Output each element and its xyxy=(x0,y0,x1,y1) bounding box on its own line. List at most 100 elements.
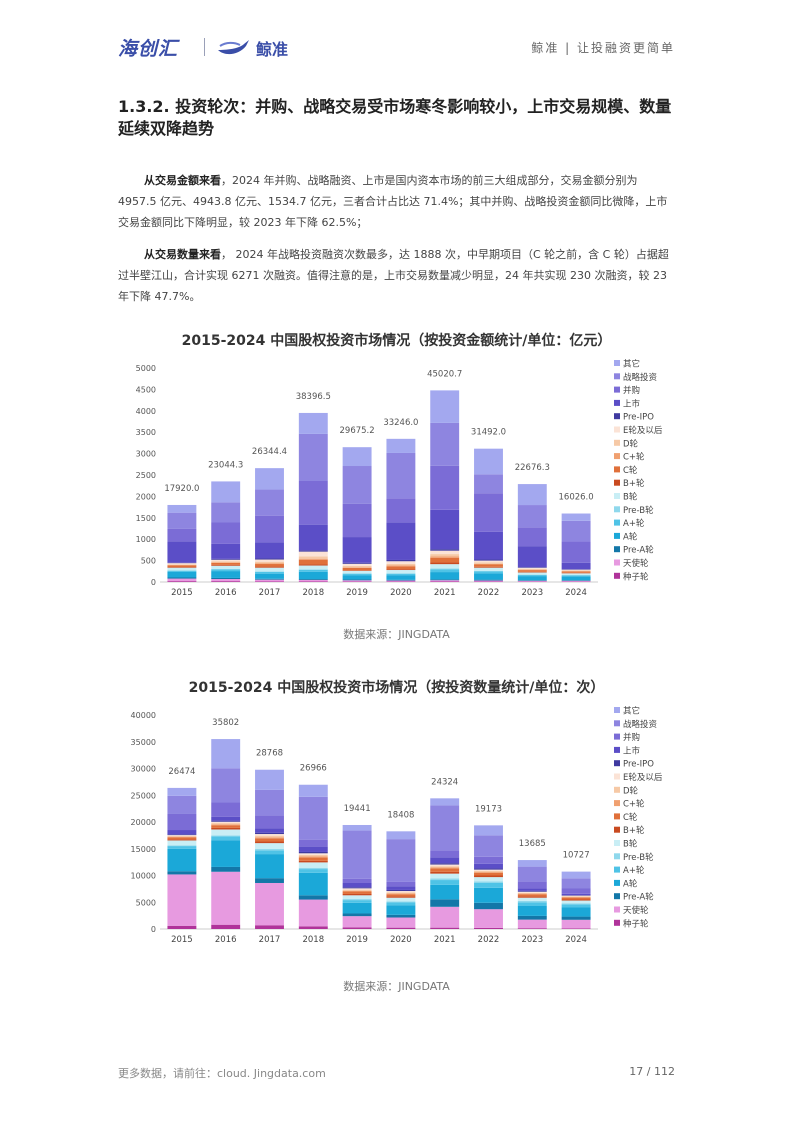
bar-segment xyxy=(474,909,503,928)
bar-segment xyxy=(211,802,241,817)
bar-segment xyxy=(167,840,197,846)
bar-segment xyxy=(255,769,284,790)
legend-swatch xyxy=(614,426,620,433)
legend-swatch xyxy=(614,506,620,513)
bar-segment xyxy=(430,572,460,580)
total-data-label: 26966 xyxy=(300,764,327,774)
legend-label: E轮及以后 xyxy=(623,772,663,783)
section-title: 1.3.2. 投资轮次：并购、战略交易受市场寒冬影响较小，上市交易规模、数量延续… xyxy=(118,97,672,138)
bar-segment xyxy=(167,848,197,872)
legend-swatch xyxy=(614,919,620,926)
total-data-label: 24324 xyxy=(431,777,458,787)
bar-segment xyxy=(255,849,284,851)
bar-segment xyxy=(211,502,241,523)
bar-segment xyxy=(386,559,416,562)
bar-segment xyxy=(255,828,284,833)
legend-label: B轮 xyxy=(623,492,638,503)
total-data-label: 19173 xyxy=(475,804,502,814)
bar-segment xyxy=(386,569,416,571)
bar-segment xyxy=(298,856,328,858)
bar-segment xyxy=(298,869,328,873)
bar-segment xyxy=(474,872,503,876)
legend-swatch xyxy=(614,707,620,713)
bar-segment xyxy=(342,563,372,566)
bar-segment xyxy=(430,549,460,551)
y-tick-label: 2000 xyxy=(136,492,156,501)
bar-segment xyxy=(561,569,591,570)
bar-segment xyxy=(211,871,241,925)
paragraph-text: ， 2024 年战略投资融资次数最多，达 1888 次，中早期项目（C 轮之前，… xyxy=(118,248,669,303)
bar-segment xyxy=(167,528,197,542)
bar-segment xyxy=(517,894,547,897)
bar-segment xyxy=(517,580,547,582)
bar-segment xyxy=(386,831,416,840)
bar-segment xyxy=(211,581,241,582)
bar-segment xyxy=(342,830,372,879)
bar-segment xyxy=(561,904,591,908)
bar-segment xyxy=(430,556,460,558)
bar-segment xyxy=(342,503,372,538)
paragraph-count: 从交易数量来看， 2024 年战略投资融资次数最多，达 1888 次，中早期项目… xyxy=(118,244,675,307)
x-tick-label: 2019 xyxy=(346,588,368,598)
legend-swatch xyxy=(614,559,620,566)
x-tick-label: 2015 xyxy=(171,588,193,598)
bar-segment xyxy=(211,562,241,563)
bar-segment xyxy=(430,554,460,557)
bar-segment xyxy=(517,571,547,573)
bar-segment xyxy=(386,905,416,915)
bar-segment xyxy=(386,901,416,903)
bar-segment xyxy=(255,925,284,929)
page-number: 17 / 112 xyxy=(629,1065,675,1078)
bar-segment xyxy=(298,860,328,863)
legend-label: Pre-IPO xyxy=(623,413,654,423)
legend-swatch xyxy=(614,532,620,539)
bar-segment xyxy=(430,927,460,929)
bar-segment xyxy=(517,575,547,577)
bar-segment xyxy=(561,575,591,577)
bar-segment xyxy=(561,570,591,572)
bar-segment xyxy=(517,900,547,903)
bar-segment xyxy=(342,927,372,929)
x-tick-label: 2016 xyxy=(215,935,237,945)
bar-segment xyxy=(342,824,372,831)
total-data-label: 29675.2 xyxy=(340,426,375,436)
page-header: 海创汇 鲸准 鲸准 | 让投融资更简单 xyxy=(118,34,675,62)
x-tick-label: 2018 xyxy=(302,935,324,945)
haichuanghui-logo: 海创汇 xyxy=(118,38,179,60)
bar-segment xyxy=(561,871,591,879)
bar-segment xyxy=(474,872,503,873)
legend-label: D轮 xyxy=(623,785,639,796)
y-tick-label: 500 xyxy=(141,557,156,566)
bar-segment xyxy=(255,835,284,838)
bar-segment xyxy=(255,515,284,543)
bar-segment xyxy=(211,559,241,562)
bar-segment xyxy=(298,899,328,927)
bar-segment xyxy=(474,562,503,564)
total-data-label: 18408 xyxy=(387,810,414,820)
bar-segment xyxy=(298,565,328,570)
bar-segment xyxy=(342,891,372,894)
bar-segment xyxy=(298,872,328,896)
bar-segment xyxy=(386,573,416,576)
bar-segment xyxy=(255,878,284,883)
bar-segment xyxy=(298,867,328,870)
bar-segment xyxy=(430,580,460,582)
legend-label: B轮 xyxy=(623,839,638,850)
bar-segment xyxy=(517,546,547,568)
paragraph-lead: 从交易金额来看 xyxy=(144,174,221,187)
bar-segment xyxy=(342,575,372,580)
total-data-label: 38396.5 xyxy=(296,392,331,402)
bar-segment xyxy=(430,867,460,869)
bar-segment xyxy=(211,562,241,565)
legend-label: C轮 xyxy=(623,465,638,476)
bar-segment xyxy=(298,784,328,797)
bar-segment xyxy=(167,787,197,796)
jingzhun-logo: 鲸准 xyxy=(256,40,289,59)
legend-swatch xyxy=(614,373,620,380)
bar-segment xyxy=(211,543,241,559)
legend-swatch xyxy=(614,733,620,740)
bar-segment xyxy=(298,796,328,840)
bar-segment xyxy=(561,903,591,905)
bar-segment xyxy=(167,567,197,568)
bar-segment xyxy=(430,569,460,573)
